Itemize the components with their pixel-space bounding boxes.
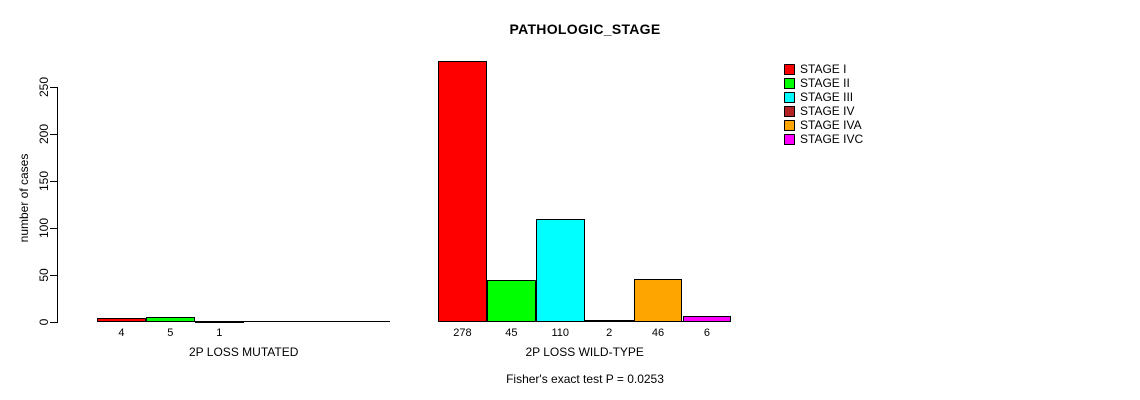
y-tick-label: 200 <box>37 123 51 145</box>
legend-label: STAGE IV <box>800 104 855 118</box>
y-tick-label: 50 <box>37 268 51 282</box>
bar-stage-i <box>438 61 487 322</box>
legend-label: STAGE II <box>800 76 850 90</box>
y-tick-label: 100 <box>37 217 51 239</box>
y-tick <box>50 321 58 323</box>
bar-value-label: 46 <box>651 327 665 339</box>
legend-item-stage-ii: STAGE II <box>784 76 863 90</box>
y-tick <box>50 180 58 182</box>
y-axis-line <box>57 87 58 323</box>
bar-stage-i <box>97 318 146 322</box>
group-baseline <box>97 321 391 322</box>
annotation-text: Fisher's exact test P = 0.0253 <box>506 372 664 386</box>
legend-swatch-stage-iii <box>784 91 795 103</box>
legend-swatch-stage-ii <box>784 77 795 89</box>
bar-value-label: 110 <box>551 327 570 339</box>
legend-label: STAGE IVC <box>800 132 864 146</box>
y-tick <box>50 227 58 229</box>
legend-swatch-stage-ivc <box>784 133 795 145</box>
y-tick <box>50 133 58 135</box>
legend-label: STAGE IVA <box>800 118 862 132</box>
bar-value-label: 278 <box>453 327 472 339</box>
legend-item-stage-iv: STAGE IV <box>784 104 863 118</box>
legend-item-stage-iva: STAGE IVA <box>784 118 863 132</box>
legend-swatch-stage-iv <box>784 105 795 117</box>
y-tick-label: 0 <box>37 318 51 326</box>
legend-item-stage-i: STAGE I <box>784 62 863 76</box>
legend-label: STAGE I <box>800 62 847 76</box>
legend: STAGE I STAGE II STAGE III STAGE IV STAGE IV… <box>784 62 863 146</box>
group-label-wild-type: 2P LOSS WILD-TYPE <box>525 345 644 359</box>
bar-value-label: 5 <box>167 327 174 339</box>
legend-item-stage-iii: STAGE III <box>784 90 863 104</box>
bar-value-label: 4 <box>118 327 125 339</box>
y-axis-label: number of cases <box>17 153 31 243</box>
bar-stage-iva <box>633 279 683 322</box>
legend-item-stage-ivc: STAGE IVC <box>784 132 863 146</box>
y-tick-label: 150 <box>37 170 51 192</box>
bar-stage-ii <box>486 280 536 322</box>
chart-title: PATHOLOGIC_STAGE <box>509 21 661 37</box>
bar-value-label: 6 <box>703 327 710 339</box>
legend-swatch-stage-i <box>784 63 795 75</box>
legend-label: STAGE III <box>800 90 854 104</box>
bar-stage-iii <box>194 321 244 323</box>
group-label-mutated: 2P LOSS MUTATED <box>189 345 299 359</box>
bar-stage-ivc <box>682 316 732 322</box>
bar-value-label: 2 <box>606 327 613 339</box>
y-tick-label: 250 <box>37 76 51 98</box>
legend-swatch-stage-iva <box>784 119 795 131</box>
bar-stage-ii <box>145 317 195 322</box>
bar-stage-iii <box>535 219 585 322</box>
bar-value-label: 1 <box>216 327 223 339</box>
y-tick <box>50 274 58 276</box>
bar-value-label: 45 <box>505 327 518 339</box>
bar-stage-iv <box>584 320 634 322</box>
y-tick <box>50 86 58 88</box>
